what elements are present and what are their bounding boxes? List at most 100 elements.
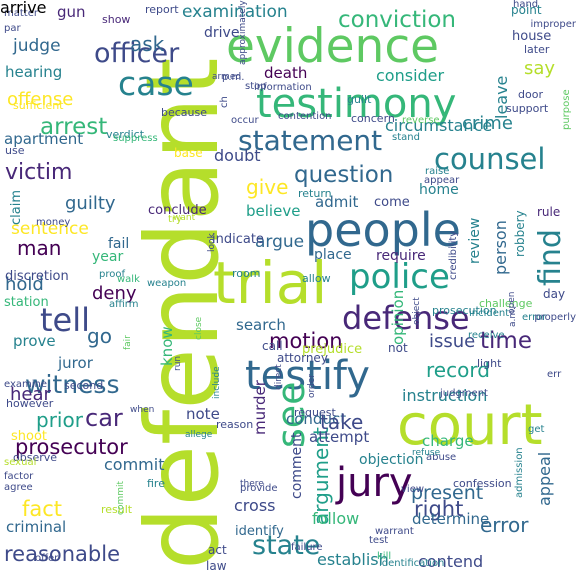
word-appeal: appeal	[535, 451, 554, 506]
word-follow: follow	[312, 509, 360, 528]
word-improper: improper	[530, 19, 576, 30]
word-want: want	[173, 213, 196, 223]
word-doubt: doubt	[214, 146, 261, 165]
word-failure: failure	[291, 542, 323, 553]
word-death: death	[264, 64, 308, 82]
word-sexual: sexual	[4, 457, 37, 468]
word-guilt: guilt	[347, 93, 372, 106]
word-trial: trial	[213, 249, 328, 317]
word-fair: fair	[123, 335, 133, 350]
word-ask: ask	[130, 32, 165, 56]
word-note: note	[186, 405, 220, 423]
word-deny: deny	[92, 283, 137, 304]
word-establish: establish	[317, 550, 389, 569]
word-right: right	[414, 497, 464, 521]
word-attorney: attorney	[277, 351, 328, 365]
word-hearing: hearing	[5, 63, 63, 81]
word-affirm: affirm	[109, 299, 139, 310]
word-opinion: opinion	[389, 289, 407, 345]
word-come: come	[374, 195, 410, 210]
word-fire: fire	[147, 477, 165, 490]
word-identification: identification	[379, 558, 445, 569]
word-conduct: conduct	[286, 410, 347, 428]
word-hear: hear	[10, 384, 51, 405]
word-act: act	[208, 543, 227, 557]
word-there: there	[240, 479, 264, 489]
word-walk: walk	[117, 274, 140, 285]
word-credibility: credibility	[448, 230, 459, 280]
word-conviction: conviction	[338, 7, 456, 33]
word-stand: stand	[392, 132, 420, 143]
word-hand: hand	[513, 0, 539, 10]
word-victim: victim	[5, 160, 73, 185]
word-return: return	[298, 187, 332, 200]
word-admit: admit	[315, 193, 359, 211]
word-factor: factor	[4, 471, 34, 482]
word-not: not	[388, 341, 408, 355]
word-prior: prior	[36, 408, 83, 432]
word-admission: admission	[514, 447, 525, 498]
word-second: second	[64, 379, 104, 392]
word-reverse: reverse	[402, 115, 440, 126]
word-prejudice: prejudice	[302, 342, 363, 357]
word-take: take	[320, 410, 364, 434]
word-people: people	[305, 203, 461, 257]
word-report: report	[145, 3, 179, 16]
word-find: find	[533, 229, 568, 286]
word-include: include	[212, 366, 222, 399]
word-charge: charge	[422, 432, 474, 450]
word-commit: commit	[104, 455, 165, 474]
word-offense: offense	[7, 89, 74, 110]
word-court: court	[397, 393, 543, 458]
word-tell: tell	[40, 301, 91, 339]
word-year: year	[92, 249, 124, 265]
word-reasonable: reasonable	[4, 542, 121, 566]
word-concern: concern	[351, 112, 395, 125]
word-verdict: verdict	[106, 128, 145, 141]
word-run: run	[173, 355, 183, 371]
word-stop: stop	[245, 81, 267, 92]
word-go: go	[87, 324, 112, 348]
word-commit-small: commit	[116, 480, 126, 515]
word-proof: proof	[99, 269, 125, 280]
word-arrest: arrest	[40, 114, 108, 140]
word-station: station	[4, 295, 49, 310]
word-review: review	[467, 217, 483, 264]
word-result: result	[101, 503, 133, 516]
word-claim: claim	[9, 189, 24, 225]
word-order: order	[307, 374, 317, 398]
word-use: use	[5, 144, 25, 157]
word-drive: drive	[204, 25, 240, 41]
word-allege: allege	[185, 430, 213, 440]
word-request: request	[294, 406, 336, 419]
word-later: later	[524, 43, 550, 56]
word-observe: observe	[13, 451, 58, 464]
word-money: money	[36, 217, 71, 228]
word-say: say	[524, 58, 556, 79]
word-fail: fail	[108, 236, 130, 252]
word-arrive: arrive	[0, 0, 47, 17]
word-objection: objection	[359, 452, 424, 468]
word-raise: raise	[425, 166, 450, 177]
word-confession: confession	[453, 477, 512, 490]
word-close: close	[194, 316, 204, 340]
word-hold: hold	[5, 274, 44, 295]
word-when: when	[130, 405, 155, 415]
word-testify: testify	[245, 353, 370, 399]
word-information: information	[254, 82, 312, 93]
word-purpose: purpose	[561, 89, 572, 130]
word-room: room	[232, 267, 261, 280]
word-determine: determine	[412, 510, 490, 528]
word-believe: believe	[246, 202, 301, 220]
word-armed: armed	[212, 72, 242, 82]
word-shoot: shoot	[11, 429, 48, 444]
word-robbery: robbery	[513, 210, 527, 257]
word-suppress: suppress	[113, 133, 158, 144]
word-allow: allow	[302, 272, 331, 285]
word-question: question	[294, 162, 394, 188]
word-present: present	[411, 482, 484, 504]
word-crime: crime	[462, 113, 513, 134]
word-occur: occur	[231, 115, 259, 126]
word-incident: incident	[469, 308, 510, 319]
